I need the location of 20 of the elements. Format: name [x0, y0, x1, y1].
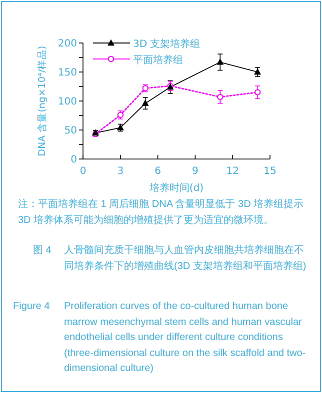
y-tick-label: 0 [70, 154, 77, 166]
x-tick-label: 9 [192, 166, 198, 177]
x-tick-label: 6 [154, 166, 161, 177]
x-tick-label: 3 [117, 166, 124, 177]
y-axis-title: DNA 含量(ng×10⁴/样品) [36, 46, 48, 156]
text: 注：平面培养组在 1 周后细胞 DNA 含量明显低于 3D 培养组提示 3D 培养体系可能为细胞的增殖提供了更为适宜的微环境。 [18, 198, 305, 228]
y-tick-label: 200 [58, 38, 77, 50]
x-axis-title: 培养时间(d) [148, 182, 204, 194]
y-tick-label: 150 [58, 68, 77, 78]
x-tick-label: 15 [264, 166, 276, 177]
y-tick-label: 100 [58, 96, 77, 108]
caption: 图 4 [33, 244, 52, 258]
caption: Figure 4 [13, 300, 51, 314]
legend-label: 平面培养组 [133, 54, 183, 66]
text: Proliferation curves of the co-cultured human bone marrow mesenchymal stem cells and human vascular endothelial cells under different culture conditions (three-dimensional culture on the silk scaffold and two-dimensional culture) [64, 300, 307, 376]
text: 人骨髓间充质干细胞与人血管内皮细胞共培养细胞在不同培养条件下的增殖曲线(3D 支架培养组和平面培养组) [64, 244, 308, 274]
x-tick-label: 0 [80, 166, 86, 177]
y-tick-label: 50 [64, 126, 77, 136]
legend-label: 3D 支架培养组 [133, 38, 200, 50]
x-tick-label: 12 [226, 166, 239, 177]
